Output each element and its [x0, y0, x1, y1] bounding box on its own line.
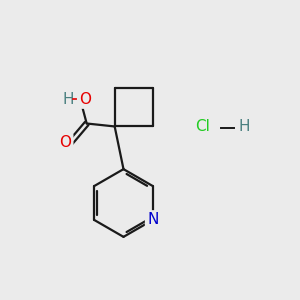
Text: O: O [59, 135, 71, 150]
Text: O: O [79, 92, 91, 106]
Text: H: H [239, 119, 250, 134]
Text: N: N [147, 212, 158, 227]
Text: H: H [63, 92, 74, 106]
Text: Cl: Cl [196, 119, 210, 134]
